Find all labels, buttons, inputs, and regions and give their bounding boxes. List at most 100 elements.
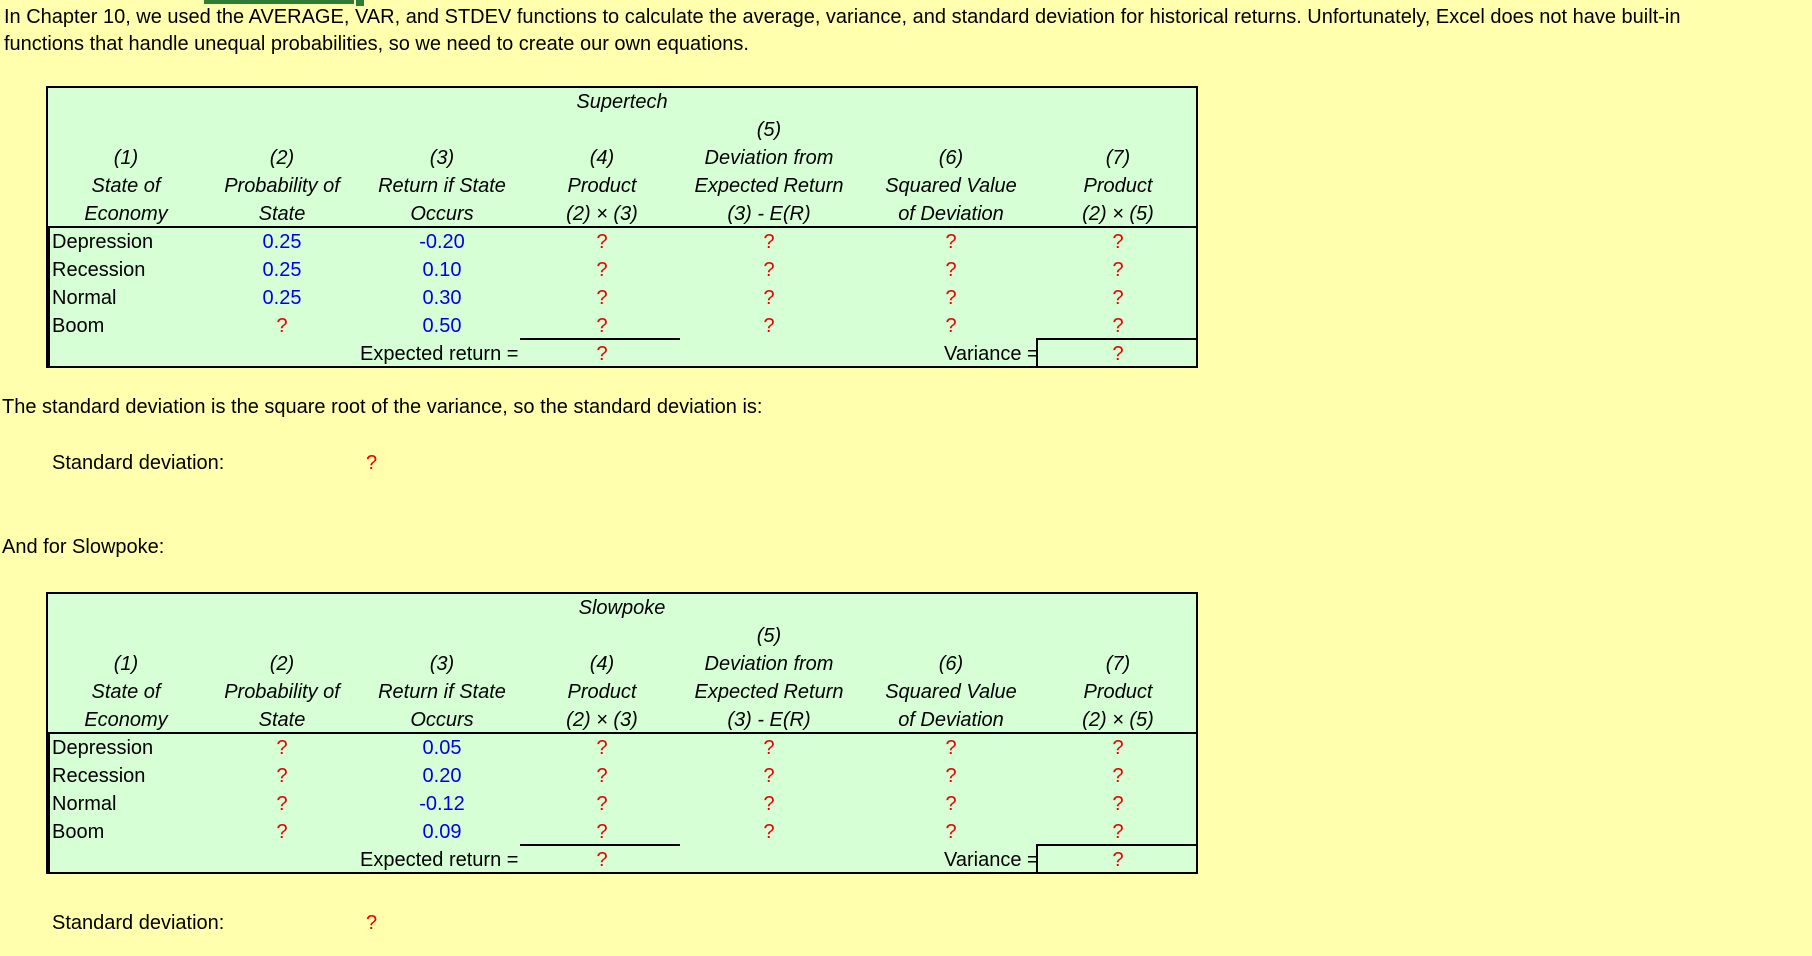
- slowpoke-ret-cell[interactable]: 0.20: [422, 765, 462, 787]
- supertech-dev-cell[interactable]: ?: [763, 231, 775, 253]
- supertech-dev-cell[interactable]: ?: [763, 287, 775, 309]
- supertech-state-cell[interactable]: Normal: [52, 287, 117, 309]
- slowpoke-header-col2-line1: (2): [269, 653, 295, 675]
- supertech-header-col2-line3: State: [258, 203, 306, 225]
- slowpoke-header-col6-line1: (6): [938, 653, 964, 675]
- supertech-variance-cell-border: [1036, 338, 1038, 366]
- slowpoke-state-cell[interactable]: Normal: [52, 793, 117, 815]
- supertech-header-col5-line4: (3) - E(R): [727, 203, 811, 225]
- supertech-prod-cell[interactable]: ?: [596, 287, 608, 309]
- slowpoke-sum-rule-expected: [520, 844, 680, 846]
- supertech-dev-cell[interactable]: ?: [763, 315, 775, 337]
- supertech-prod2-cell[interactable]: ?: [1112, 315, 1124, 337]
- supertech-sq-cell[interactable]: ?: [945, 287, 957, 309]
- slowpoke-prod2-cell[interactable]: ?: [1112, 821, 1124, 843]
- supertech-prob-cell[interactable]: 0.25: [262, 231, 302, 253]
- supertech-sq-cell[interactable]: ?: [945, 231, 957, 253]
- slowpoke-prod2-cell[interactable]: ?: [1112, 793, 1124, 815]
- supertech-table: Supertech (1) State of Economy (2) Probabilit…: [46, 86, 1198, 368]
- supertech-expected-value-cell[interactable]: ?: [596, 343, 608, 365]
- slowpoke-variance-value-cell[interactable]: ?: [1112, 849, 1124, 871]
- slowpoke-header-col5-line1: (5): [756, 625, 782, 647]
- supertech-state-cell[interactable]: Boom: [52, 315, 105, 337]
- supertech-prod-cell[interactable]: ?: [596, 231, 608, 253]
- supertech-ret-cell[interactable]: 0.50: [422, 315, 462, 337]
- slowpoke-dev-cell[interactable]: ?: [763, 821, 775, 843]
- supertech-header-divider: [48, 226, 1198, 228]
- supertech-ret-cell[interactable]: 0.10: [422, 259, 462, 281]
- slowpoke-sq-cell[interactable]: ?: [945, 765, 957, 787]
- slowpoke-variance-label: Variance =: [944, 849, 1039, 871]
- selected-cell-indicator: [204, 0, 354, 4]
- slowpoke-header-col4-line2: Product: [567, 681, 637, 703]
- slowpoke-header-col3-line3: Occurs: [410, 709, 474, 731]
- supertech-header-col4-line1: (4): [589, 147, 615, 169]
- slowpoke-expected-label: Expected return =: [360, 849, 519, 871]
- supertech-sum-rule-variance: [1036, 338, 1198, 340]
- supertech-prod2-cell[interactable]: ?: [1112, 259, 1124, 281]
- supertech-prod2-cell[interactable]: ?: [1112, 231, 1124, 253]
- supertech-header-col4-line2: Product: [567, 175, 637, 197]
- slowpoke-title: Slowpoke: [578, 597, 666, 619]
- slowpoke-header-col1-line3: Economy: [84, 709, 168, 731]
- slowpoke-expected-value-cell[interactable]: ?: [596, 849, 608, 871]
- supertech-variance-label: Variance =: [944, 343, 1039, 365]
- slowpoke-ret-cell[interactable]: 0.09: [422, 821, 462, 843]
- slowpoke-dev-cell[interactable]: ?: [763, 737, 775, 759]
- slowpoke-header-col6-line3: of Deviation: [898, 709, 1004, 731]
- slowpoke-ret-cell[interactable]: -0.12: [419, 793, 465, 815]
- slowpoke-header-col5-line3: Expected Return: [694, 681, 844, 703]
- supertech-header-col5-line1: (5): [756, 119, 782, 141]
- slowpoke-header-col7-line1: (7): [1105, 653, 1131, 675]
- slowpoke-prob-cell[interactable]: ?: [276, 821, 288, 843]
- slowpoke-prod2-cell[interactable]: ?: [1112, 737, 1124, 759]
- supertech-header-col2-line2: Probability of: [224, 175, 340, 197]
- slowpoke-prod-cell[interactable]: ?: [596, 765, 608, 787]
- slowpoke-header-col5-line2: Deviation from: [704, 653, 834, 675]
- slowpoke-header-col3-line2: Return if State: [378, 681, 506, 703]
- supertech-header-col6-line3: of Deviation: [898, 203, 1004, 225]
- supertech-header-col3-line2: Return if State: [378, 175, 506, 197]
- slowpoke-prod2-cell[interactable]: ?: [1112, 765, 1124, 787]
- slowpoke-dev-cell[interactable]: ?: [763, 765, 775, 787]
- supertech-prob-cell[interactable]: 0.25: [262, 259, 302, 281]
- supertech-prod2-cell[interactable]: ?: [1112, 287, 1124, 309]
- slowpoke-prob-cell[interactable]: ?: [276, 793, 288, 815]
- supertech-prob-cell[interactable]: ?: [276, 315, 288, 337]
- supertech-variance-value-cell[interactable]: ?: [1112, 343, 1124, 365]
- supertech-sq-cell[interactable]: ?: [945, 259, 957, 281]
- supertech-state-cell[interactable]: Depression: [52, 231, 154, 253]
- sd2-label: Standard deviation:: [52, 912, 225, 934]
- slowpoke-header-col2-line2: Probability of: [224, 681, 340, 703]
- sd1-value-cell[interactable]: ?: [366, 452, 378, 474]
- sd2-value-cell[interactable]: ?: [366, 912, 378, 934]
- slowpoke-prod-cell[interactable]: ?: [596, 793, 608, 815]
- slowpoke-prod-cell[interactable]: ?: [596, 821, 608, 843]
- slowpoke-sq-cell[interactable]: ?: [945, 793, 957, 815]
- slowpoke-sq-cell[interactable]: ?: [945, 821, 957, 843]
- supertech-sq-cell[interactable]: ?: [945, 315, 957, 337]
- supertech-header-col5-line3: Expected Return: [694, 175, 844, 197]
- supertech-dev-cell[interactable]: ?: [763, 259, 775, 281]
- slowpoke-prod-cell[interactable]: ?: [596, 737, 608, 759]
- supertech-prod-cell[interactable]: ?: [596, 259, 608, 281]
- supertech-state-column-border: [48, 226, 50, 366]
- slowpoke-state-cell[interactable]: Boom: [52, 821, 105, 843]
- slowpoke-dev-cell[interactable]: ?: [763, 793, 775, 815]
- slowpoke-state-cell[interactable]: Recession: [52, 765, 146, 787]
- supertech-ret-cell[interactable]: -0.20: [419, 231, 465, 253]
- supertech-sum-rule-expected: [520, 338, 680, 340]
- supertech-ret-cell[interactable]: 0.30: [422, 287, 462, 309]
- supertech-state-cell[interactable]: Recession: [52, 259, 146, 281]
- sd-explanation: The standard deviation is the square roo…: [2, 396, 763, 418]
- slowpoke-prob-cell[interactable]: ?: [276, 765, 288, 787]
- slowpoke-state-cell[interactable]: Depression: [52, 737, 154, 759]
- slowpoke-header-col1-line1: (1): [113, 653, 139, 675]
- slowpoke-prob-cell[interactable]: ?: [276, 737, 288, 759]
- slowpoke-header-col3-line1: (3): [429, 653, 455, 675]
- slowpoke-sq-cell[interactable]: ?: [945, 737, 957, 759]
- supertech-header-col4-line3: (2) × (3): [566, 203, 638, 225]
- supertech-prod-cell[interactable]: ?: [596, 315, 608, 337]
- slowpoke-ret-cell[interactable]: 0.05: [422, 737, 462, 759]
- supertech-prob-cell[interactable]: 0.25: [262, 287, 302, 309]
